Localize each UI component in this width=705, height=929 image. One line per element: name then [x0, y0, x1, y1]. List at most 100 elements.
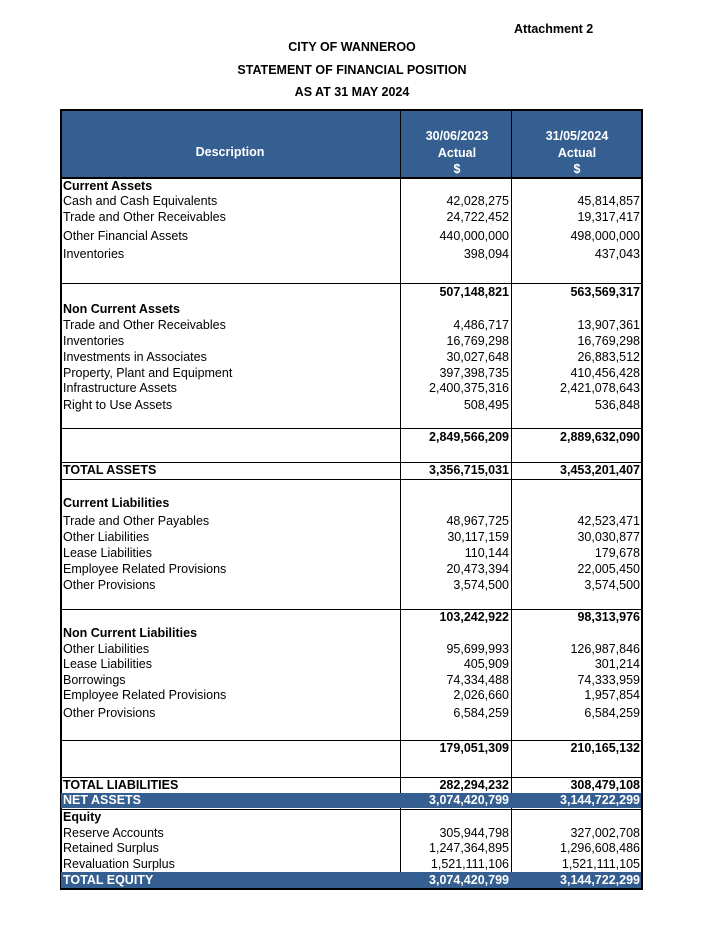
- amount: 30,117,159: [447, 529, 509, 544]
- row-label: Current Liabilities: [63, 495, 170, 510]
- row-label: Cash and Cash Equivalents: [63, 193, 218, 208]
- row-label: Revaluation Surplus: [63, 856, 175, 871]
- subtitle: STATEMENT OF FINANCIAL POSITION: [237, 63, 467, 77]
- row-label: Borrowings: [63, 672, 126, 687]
- amount: 16,769,298: [577, 333, 640, 348]
- row-label: Investments in Associates: [63, 349, 207, 364]
- amount: 30,027,648: [446, 349, 509, 364]
- row-label: Employee Related Provisions: [63, 561, 227, 576]
- amount: 1,521,111,106: [430, 856, 509, 871]
- amount: 6,584,259: [453, 705, 509, 720]
- amount: 1,296,608,486: [560, 840, 640, 855]
- amount: 305,944,798: [439, 825, 509, 840]
- amount: 45,814,857: [577, 193, 640, 208]
- row-label: Lease Liabilities: [63, 656, 152, 671]
- amount: 301,214: [594, 656, 640, 671]
- attachment: Attachment 2: [514, 22, 594, 36]
- row-label: Inventories: [63, 333, 125, 348]
- amount: 536,848: [594, 397, 640, 412]
- rule: [60, 428, 642, 429]
- table-border: [60, 109, 643, 890]
- row-label: TOTAL EQUITY: [63, 872, 154, 887]
- amount: 20,473,394: [446, 561, 509, 576]
- column-header: $: [573, 162, 581, 176]
- column-header: Actual: [437, 145, 477, 160]
- row-label: Reserve Accounts: [63, 825, 164, 840]
- amount: 2,400,375,316: [429, 380, 509, 395]
- rule: [60, 777, 642, 778]
- amount: 98,313,976: [577, 609, 640, 624]
- amount: 437,043: [594, 246, 640, 261]
- net-assets-band: [61, 793, 641, 808]
- amount: 110,144: [464, 545, 509, 560]
- amount: 6,584,259: [584, 705, 640, 720]
- amount: 3,144,722,299: [560, 792, 640, 807]
- amount: 210,165,132: [570, 740, 640, 755]
- amount: 95,699,993: [446, 641, 509, 656]
- column-header: Description: [195, 145, 265, 159]
- amount: 2,849,566,209: [429, 429, 509, 444]
- date: AS AT 31 MAY 2024: [294, 85, 410, 99]
- amount: 410,456,428: [570, 365, 640, 380]
- amount: 179,051,309: [439, 740, 509, 755]
- amount: 1,521,111,105: [561, 856, 640, 871]
- column-divider: [400, 111, 401, 888]
- row-label: Trade and Other Receivables: [63, 317, 226, 332]
- amount: 398,094: [463, 246, 509, 261]
- row-label: Retained Surplus: [63, 840, 159, 855]
- row-label: Other Liabilities: [63, 529, 150, 544]
- row-label: Other Financial Assets: [63, 228, 189, 243]
- amount: 4,486,717: [453, 317, 509, 332]
- amount: 13,907,361: [577, 317, 640, 332]
- row-label: Right to Use Assets: [63, 397, 173, 412]
- amount: 507,148,821: [439, 284, 509, 299]
- amount: 308,479,108: [570, 777, 640, 792]
- amount: 3,074,420,799: [429, 792, 509, 807]
- row-label: TOTAL ASSETS: [63, 462, 157, 477]
- row-label: Property, Plant and Equipment: [63, 365, 233, 380]
- row-label: NET ASSETS: [63, 792, 142, 807]
- row-label: Trade and Other Receivables: [63, 209, 226, 224]
- amount: 405,909: [463, 656, 509, 671]
- rule: [60, 462, 642, 463]
- row-label: Employee Related Provisions: [63, 687, 227, 702]
- column-header: 30/06/2023: [425, 129, 489, 143]
- row-label: Non Current Assets: [63, 301, 180, 316]
- amount: 103,242,922: [439, 609, 509, 624]
- amount: 3,574,500: [453, 577, 509, 592]
- amount: 1,957,854: [584, 687, 640, 702]
- amount: 126,987,846: [570, 641, 640, 656]
- column-header: $: [453, 162, 461, 176]
- amount: 397,398,735: [439, 365, 509, 380]
- row-label: Lease Liabilities: [63, 545, 152, 560]
- amount: 74,334,488: [446, 672, 509, 687]
- rule: [60, 479, 642, 480]
- amount: 498,000,000: [570, 228, 640, 243]
- amount: 2,026,660: [453, 687, 509, 702]
- amount: 42,028,275: [446, 193, 509, 208]
- row-label: Non Current Liabilities: [63, 625, 198, 640]
- amount: 327,002,708: [570, 825, 640, 840]
- row-label: Equity: [63, 809, 102, 824]
- column-header: 31/05/2024: [545, 129, 609, 143]
- column-header: Actual: [557, 145, 597, 160]
- amount: 3,453,201,407: [560, 462, 640, 477]
- amount: 24,722,452: [446, 209, 509, 224]
- column-divider: [511, 111, 512, 888]
- row-label: TOTAL LIABILITIES: [63, 777, 179, 792]
- title: CITY OF WANNEROO: [288, 40, 416, 54]
- amount: 440,000,000: [439, 228, 509, 243]
- row-label: Other Liabilities: [63, 641, 150, 656]
- amount: 508,495: [463, 397, 509, 412]
- amount: 3,574,500: [584, 577, 640, 592]
- amount: 16,769,298: [446, 333, 509, 348]
- amount: 30,030,877: [577, 529, 640, 544]
- amount: 19,317,417: [577, 209, 640, 224]
- row-label: Current Assets: [63, 178, 153, 193]
- table-header: [62, 111, 641, 177]
- rule: [60, 809, 642, 810]
- rule: [60, 740, 642, 741]
- total-equity-band: [61, 872, 641, 888]
- amount: 1,247,364,895: [429, 840, 509, 855]
